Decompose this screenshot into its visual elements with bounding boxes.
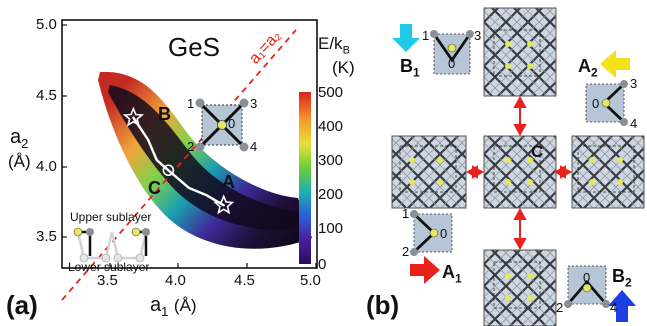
transition-path [132,116,225,207]
x-axis-letter: a [150,294,162,316]
y-axis-letter: a [10,126,22,148]
y-axis-unit: (Å) [8,152,31,171]
state-b1-sub: 1 [413,65,420,80]
state-b2-main: B [612,266,625,286]
y-axis-sub: 2 [21,136,29,151]
lattice-top [483,7,557,97]
inset-b2-num2: 2 [556,300,564,315]
y-tick-4.5: 4.5 [36,87,57,104]
inset-a2 [585,80,628,126]
lattice-right [571,135,645,209]
x-tick-3.5: 3.5 [97,272,118,289]
legend-upper-sublayer: Upper sublayer [70,210,152,224]
x-tick-5.0: 5.0 [300,272,321,289]
inset-b1-num3: 3 [474,28,482,43]
inset-b2-num4: 4 [610,300,618,315]
path-point-c [162,164,175,177]
point-label-b: B [158,104,171,124]
transition-arrows [465,95,573,251]
colorbar-title-main: E/k [318,34,343,53]
state-a1-main: A [442,262,455,282]
inset-a-num2: 2 [187,139,195,154]
x-tick-4.0: 4.0 [165,272,186,289]
path-point-b [122,106,145,127]
point-label-c: C [148,178,161,198]
colorbar-unit: (K) [332,58,355,77]
colorbar-tick-400: 400 [318,118,344,135]
inset-a1-num2: 2 [402,244,410,259]
state-a1-sub: 1 [455,271,462,286]
inset-a-num4: 4 [250,139,258,154]
state-a1-label: A1 [442,262,462,286]
inset-b2-num0: 0 [583,270,591,285]
x-axis-sub: 1 [161,304,169,319]
inset-a-num1: 1 [187,96,195,111]
inset-a-num3: 3 [250,96,258,111]
inset-b1 [430,30,474,75]
x-tick-4.5: 4.5 [234,272,255,289]
arrow-a2 [600,50,630,78]
lattice-atoms [409,41,623,301]
center-label-c: C [531,142,544,161]
lattice-center [483,135,557,209]
colorbar-tick-300: 300 [318,152,344,169]
y-tick-marks [62,24,67,238]
inset-a1 [410,210,453,256]
lattice-left [391,135,467,209]
x-tick-marks [109,263,317,268]
state-b1-main: B [400,56,413,76]
inset-a1-num1: 1 [402,206,410,221]
colorbar-tick-100: 100 [318,220,344,237]
arrow-a1 [410,256,440,284]
panel-b-tag: (b) [366,290,400,320]
inset-a2-num4: 4 [630,116,638,131]
colorbar-title-sub: B [342,44,350,57]
colorbar-tick-500: 500 [318,84,344,101]
inset-a2-num3: 3 [630,76,638,91]
inset-b1-num0: 0 [448,56,456,71]
colorbar-tick-200: 200 [318,186,344,203]
inset-a-num0: 0 [228,116,236,131]
inset-b1-num1: 1 [422,28,430,43]
x-axis-unit: (Å) [173,296,197,315]
plot-frame [61,19,318,269]
arrow-b1 [392,24,420,52]
material-title: GeS [168,32,221,62]
energy-band-core [108,85,304,231]
legend-lower-sublayer: Lower sublayer [68,260,150,274]
diagonal-line [61,29,297,301]
inset-structure-a [195,98,249,152]
state-b2-sub: 2 [625,275,632,290]
y-tick-4.0: 4.0 [36,158,57,175]
state-a2-main: A [578,56,591,76]
state-a2-label: A2 [578,56,598,80]
inset-a2-num0: 0 [592,96,600,111]
colorbar-title: E/kB [318,34,350,56]
y-tick-3.5: 3.5 [36,228,57,245]
panel-a-tag: (a) [6,290,38,320]
path-point-a [213,194,235,215]
state-b1-label: B1 [400,56,420,80]
lattice-bottom [483,249,557,326]
x-axis-label: a1 (Å) [150,294,197,319]
y-tick-5.0: 5.0 [36,16,57,33]
arrow-b2 [608,290,636,322]
state-a2-sub: 2 [591,65,598,80]
colorbar-tick-0: 0 [318,256,327,273]
inset-a1-num0: 0 [440,226,448,241]
y-axis-label: a2 [10,126,28,151]
state-b2-label: B2 [612,266,632,290]
point-label-a: A [222,172,235,192]
sublayer-atoms [73,227,150,263]
colorbar [299,92,311,264]
